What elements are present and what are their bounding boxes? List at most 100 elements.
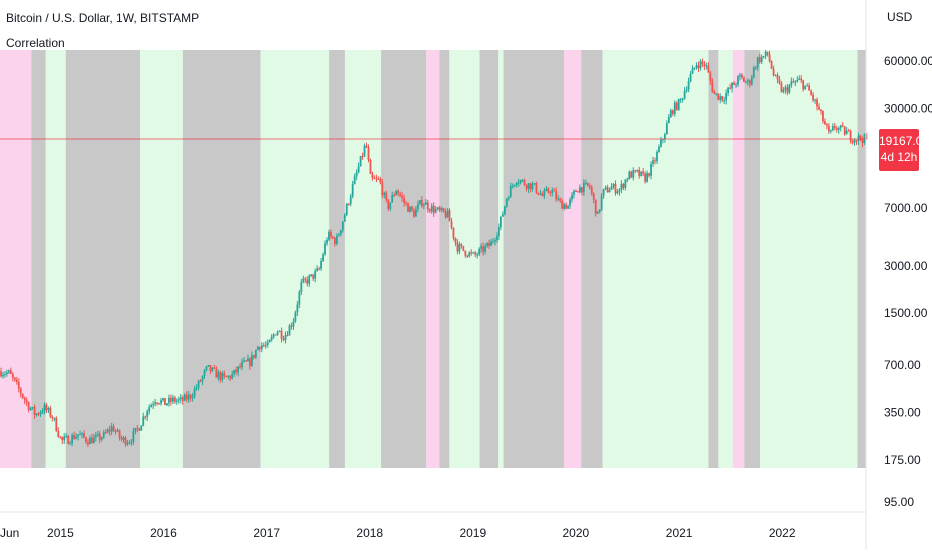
candle <box>75 432 77 440</box>
candle <box>733 80 735 86</box>
candle <box>513 184 516 188</box>
candle <box>57 427 60 438</box>
candle <box>193 385 196 399</box>
time-axis[interactable]: Jun 2015 2016 2017 2018 2019 2020 2021 2022 <box>0 526 796 540</box>
candle <box>648 172 650 178</box>
candle <box>87 438 89 448</box>
candle <box>126 439 129 446</box>
candle <box>567 205 569 209</box>
candle <box>33 404 36 419</box>
candle <box>381 179 384 198</box>
candle <box>626 177 629 183</box>
currency-label[interactable]: USD <box>887 10 913 24</box>
regime-band-pink <box>0 50 32 468</box>
candle <box>318 266 320 271</box>
candle <box>45 402 48 413</box>
candle <box>112 423 115 432</box>
candle <box>231 370 234 380</box>
candle <box>523 178 526 186</box>
regime-band-green <box>344 50 382 468</box>
candle <box>741 73 743 80</box>
candle <box>440 206 443 213</box>
candle <box>640 171 643 177</box>
regime-band-pink <box>426 50 440 468</box>
candle <box>484 243 486 255</box>
candle <box>79 430 81 436</box>
indicator-label[interactable]: Correlation <box>6 36 65 50</box>
candle <box>310 274 313 277</box>
regime-band-green <box>718 50 733 468</box>
candle <box>778 75 781 85</box>
regime-band-green <box>45 50 66 468</box>
last-price-badge: 19167.00 4d 12h <box>879 129 929 171</box>
candle <box>83 430 85 439</box>
candle <box>782 87 785 94</box>
candle <box>604 185 607 191</box>
candle <box>191 392 194 402</box>
candle <box>630 170 633 178</box>
candle <box>369 158 372 174</box>
candle <box>725 89 728 105</box>
candle <box>332 235 334 239</box>
candle <box>697 61 700 73</box>
candle <box>438 205 441 213</box>
candle <box>100 436 103 442</box>
candle <box>618 187 621 196</box>
candle <box>353 173 356 185</box>
candle <box>124 436 127 447</box>
candle <box>215 365 218 378</box>
candle <box>794 80 797 87</box>
candle <box>428 208 431 213</box>
candle <box>13 376 16 382</box>
candle <box>750 74 753 86</box>
candle <box>462 245 465 252</box>
candle <box>685 86 688 93</box>
candle <box>144 415 147 420</box>
candle <box>561 198 564 209</box>
candle <box>575 189 577 192</box>
candle <box>636 169 639 173</box>
candle <box>592 192 595 204</box>
candle <box>525 184 528 192</box>
candle <box>375 174 378 183</box>
candle <box>581 187 583 196</box>
price-axis[interactable]: 60000.00 30000.00 7000.00 3000.00 1500.00 700… <box>884 54 932 509</box>
candle <box>118 429 121 441</box>
candle <box>683 87 686 100</box>
candle <box>614 180 617 196</box>
symbol-title: Bitcoin / U.S. Dollar, 1W, BITSTAMP <box>6 11 200 25</box>
candle <box>233 369 236 377</box>
candle <box>442 207 445 213</box>
candle <box>258 346 261 352</box>
candle <box>746 78 749 86</box>
candle <box>586 182 589 187</box>
candle <box>541 191 544 197</box>
candle <box>294 310 297 323</box>
candle <box>841 122 844 128</box>
candle <box>531 181 534 192</box>
candle <box>164 398 166 406</box>
candle <box>839 124 842 132</box>
candle <box>268 339 271 343</box>
candle <box>565 202 567 210</box>
candle <box>656 149 658 164</box>
candle <box>519 179 522 185</box>
candle <box>284 331 287 344</box>
candle <box>96 430 99 437</box>
x-tick-label: Jun <box>0 526 19 540</box>
candle <box>492 238 494 244</box>
candle <box>59 436 62 439</box>
candle <box>85 436 87 445</box>
candle <box>452 227 455 241</box>
bar-countdown: 4d 12h <box>880 150 918 164</box>
candle <box>361 152 364 160</box>
candle <box>389 202 392 212</box>
candle <box>709 70 712 85</box>
candle <box>511 183 514 189</box>
candle <box>55 416 58 432</box>
candle <box>27 401 30 413</box>
candle <box>110 422 113 436</box>
candle <box>665 120 668 135</box>
candle <box>337 232 340 237</box>
